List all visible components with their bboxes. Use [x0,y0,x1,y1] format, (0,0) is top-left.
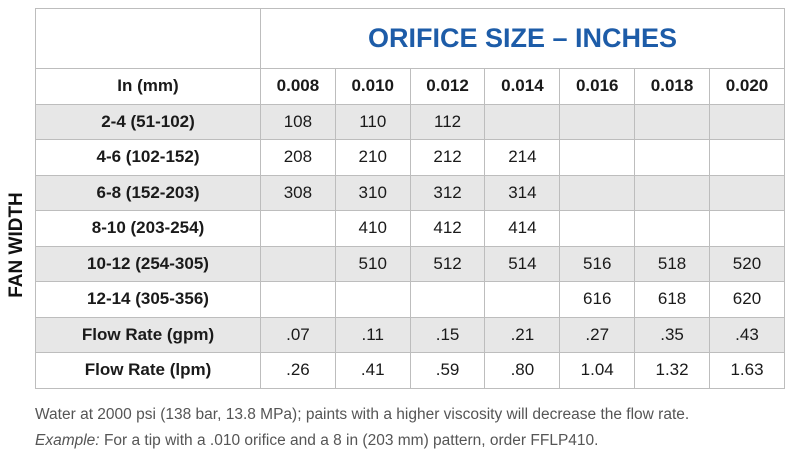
cell: .41 [334,352,411,389]
cell: 312 [409,174,486,211]
row-label: Flow Rate (gpm) [35,316,261,353]
cell: .35 [634,316,710,353]
cell [484,103,561,140]
cell [559,139,636,176]
cell: 520 [708,245,786,282]
side-label-box: FAN WIDTH [0,103,34,387]
column-header: 0.014 [484,68,561,105]
cell: 518 [634,245,710,282]
cell: 618 [634,281,710,318]
notes: Water at 2000 psi (138 bar, 13.8 MPa); p… [35,402,689,454]
cell [634,210,710,247]
example-text: For a tip with a .010 orifice and a 8 in… [103,432,599,449]
cell [334,281,411,318]
row-label: 4-6 (102-152) [35,139,261,176]
cell: 516 [559,245,636,282]
cell: 314 [484,174,561,211]
cell: 108 [260,103,336,140]
row-label: 2-4 (51-102) [35,103,261,140]
table-row: 4-6 (102-152) 208 210 212 214 [35,139,786,176]
cell: 1.04 [559,352,636,389]
column-header: 0.016 [559,68,636,105]
cell: .07 [260,316,336,353]
row-label: 12-14 (305-356) [35,281,261,318]
cell [708,210,786,247]
cell: 112 [409,103,486,140]
cell: .27 [559,316,636,353]
table-row: 2-4 (51-102) 108 110 112 [35,103,786,140]
cell: 1.32 [634,352,710,389]
cell: .11 [334,316,411,353]
column-header: 0.010 [334,68,411,105]
cell: .80 [484,352,561,389]
cell [708,103,786,140]
column-header: 0.012 [409,68,486,105]
cell [559,210,636,247]
column-header: 0.018 [634,68,710,105]
cell [634,103,710,140]
cell [708,139,786,176]
cell: 412 [409,210,486,247]
cell: .15 [409,316,486,353]
cell: 414 [484,210,561,247]
cell [260,245,336,282]
cell: .26 [260,352,336,389]
cell: 616 [559,281,636,318]
table-title: ORIFICE SIZE – INCHES [260,8,785,69]
cell [484,281,561,318]
cell: 510 [334,245,411,282]
column-header: 0.008 [260,68,336,105]
table-row: 10-12 (254-305) 510 512 514 516 518 520 [35,245,786,282]
corner-cell [35,8,261,69]
cell: 310 [334,174,411,211]
note: Water at 2000 psi (138 bar, 13.8 MPa); p… [35,406,690,423]
cell: 410 [334,210,411,247]
cell [634,174,710,211]
title-row: ORIFICE SIZE – INCHES [35,8,785,69]
cell: 208 [260,139,336,176]
cell [260,281,336,318]
row-label: 8-10 (203-254) [35,210,261,247]
cell: .59 [409,352,486,389]
cell: 110 [334,103,411,140]
row-label: 6-8 (152-203) [35,174,261,211]
orifice-table: ORIFICE SIZE – INCHES In (mm) 0.008 0.010 0.… [35,8,786,389]
cell [559,174,636,211]
cell: 308 [260,174,336,211]
side-label: FAN WIDTH [6,192,28,298]
column-header: 0.020 [708,68,786,105]
table-row: 12-14 (305-356) 616 618 620 [35,281,786,318]
cell: 214 [484,139,561,176]
cell: 212 [409,139,486,176]
row-label: 10-12 (254-305) [35,245,261,282]
cell: 512 [409,245,486,282]
cell: 210 [334,139,411,176]
table-row: Flow Rate (lpm) .26.41.59.80 1.04 1.32 1.63 [35,352,786,389]
header-row: In (mm) 0.008 0.010 0.012 0.014 0.016 0.018 0.0… [35,68,786,105]
cell: 1.63 [708,352,786,389]
cell [708,174,786,211]
cell [409,281,486,318]
cell [634,139,710,176]
table-row: 8-10 (203-254) 410 412 414 [35,210,786,247]
table-row: 6-8 (152-203) 308 310 312 314 [35,174,786,211]
cell [260,210,336,247]
example-label: Example: [35,432,100,449]
cell: 514 [484,245,561,282]
cell: 620 [708,281,786,318]
cell [559,103,636,140]
cell: .43 [708,316,786,353]
cell: .21 [484,316,561,353]
column-header: In (mm) [35,68,261,105]
table-row: Flow Rate (gpm) .07.11.15.21.27.35.43 [35,316,786,353]
row-label: Flow Rate (lpm) [35,352,261,389]
example-note: Example: For a tip with a .010 orifice a… [35,428,689,454]
